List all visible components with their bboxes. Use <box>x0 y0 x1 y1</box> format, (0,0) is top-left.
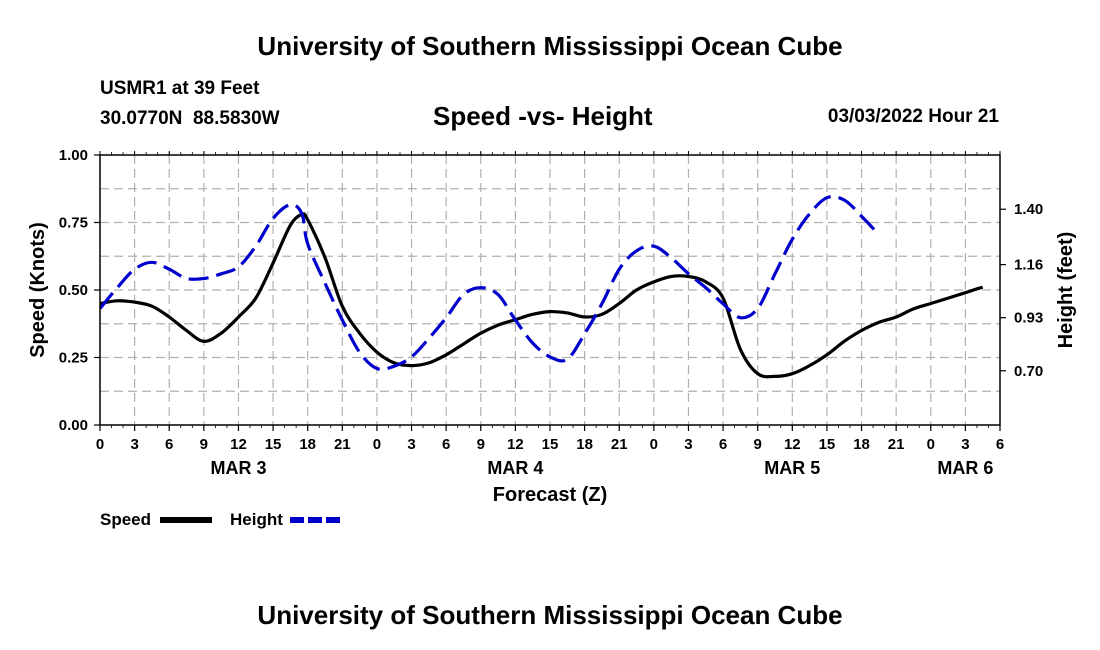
x-tick-label: 15 <box>819 436 836 453</box>
x-tick-label: 0 <box>927 436 935 453</box>
chart-grid <box>100 155 1000 425</box>
x-tick-label: 6 <box>442 436 450 453</box>
x-tick-label: 18 <box>853 436 870 453</box>
forecast-datetime: 03/03/2022 Hour 21 <box>827 106 999 127</box>
x-tick-label: 6 <box>719 436 727 453</box>
y-tick-label: 0.00 <box>59 417 88 434</box>
chart-legend: Speed Height <box>100 510 342 529</box>
coordinates-label: 30.0770N 88.5830W <box>100 108 280 129</box>
x-tick-label: 18 <box>299 436 316 453</box>
x-tick-label: 6 <box>996 436 1004 453</box>
x-tick-label: 21 <box>611 436 628 453</box>
x-tick-label: 3 <box>130 436 138 453</box>
x-tick-label: 9 <box>477 436 485 453</box>
x-tick-label: 15 <box>542 436 559 453</box>
y-tick-label: 0.75 <box>59 215 88 232</box>
speed-line <box>99 212 984 379</box>
chart-series <box>98 195 984 379</box>
x-tick-label: 15 <box>265 436 282 453</box>
x-tick-label: 21 <box>334 436 351 453</box>
x-tick-label: 12 <box>784 436 801 453</box>
day-label: MAR 4 <box>487 458 543 478</box>
footer-title: University of Southern Mississippi Ocean… <box>257 600 843 630</box>
y-axis-label: Speed (Knots) <box>27 222 49 358</box>
chart-subtitle: Speed -vs- Height <box>433 101 653 131</box>
y2-tick-label: 1.40 <box>1014 201 1043 218</box>
day-label: MAR 3 <box>210 458 266 478</box>
x-tick-label: 21 <box>888 436 905 453</box>
x-tick-label: 0 <box>373 436 381 453</box>
x-tick-label: 3 <box>961 436 969 453</box>
x-tick-label: 12 <box>507 436 524 453</box>
x-tick-label: 0 <box>650 436 658 453</box>
x-tick-label: 9 <box>754 436 762 453</box>
x-tick-label: 18 <box>576 436 593 453</box>
x-tick-label: 12 <box>230 436 247 453</box>
x-tick-label: 3 <box>684 436 692 453</box>
y2-tick-label: 1.16 <box>1014 257 1043 274</box>
x-tick-label: 6 <box>165 436 173 453</box>
day-label: MAR 5 <box>764 458 820 478</box>
y-tick-label: 0.25 <box>59 350 88 367</box>
y2-tick-label: 0.93 <box>1014 310 1043 327</box>
chart-main-title: University of Southern Mississippi Ocean… <box>257 31 843 61</box>
station-label: USMR1 at 39 Feet <box>100 78 260 99</box>
y-tick-label: 1.00 <box>59 147 88 164</box>
x-tick-label: 3 <box>407 436 415 453</box>
y-tick-label: 0.50 <box>59 282 88 299</box>
day-label: MAR 6 <box>937 458 993 478</box>
y2-tick-label: 0.70 <box>1014 363 1043 380</box>
chart-axes: 0 3 6 9 12 15 18 21 0 3 6 9 12 15 18 21 0 3 6 9 12 15 18 21 0 3 6 0… <box>27 147 1077 506</box>
y2-axis-label: Height (feet) <box>1055 232 1077 349</box>
x-tick-label: 0 <box>96 436 104 453</box>
legend-label: Speed <box>100 510 151 529</box>
x-axis-label: Forecast (Z) <box>493 484 607 506</box>
height-line <box>98 195 880 371</box>
legend-label: Height <box>230 510 283 529</box>
x-tick-label: 9 <box>200 436 208 453</box>
